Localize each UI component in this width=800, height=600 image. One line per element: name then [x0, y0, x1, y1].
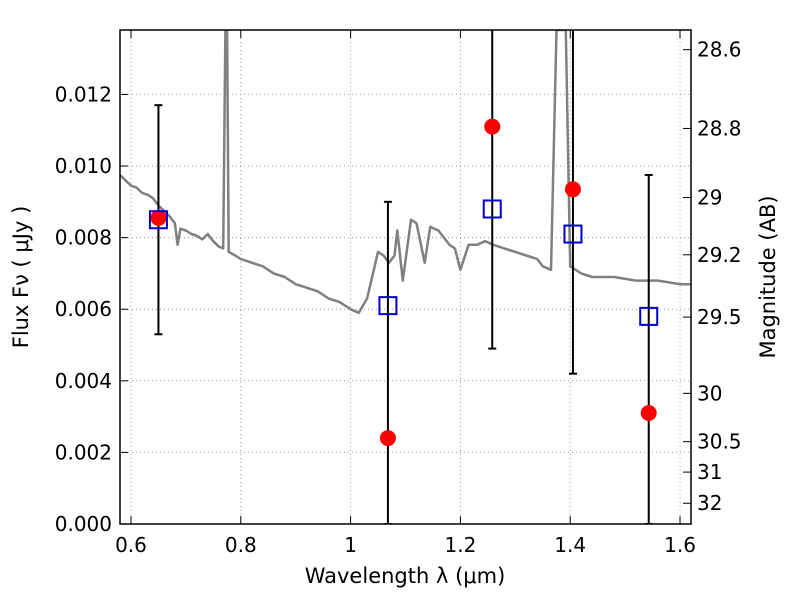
model-photometry-square	[482, 199, 502, 219]
right-tick-label: 28.6	[697, 38, 742, 62]
observed-flux-point	[150, 209, 167, 226]
right-tick-label: 31	[697, 460, 722, 484]
model-photometry-square	[639, 306, 659, 326]
y-tick-label: 0.000	[55, 512, 112, 536]
right-tick-label: 29	[697, 186, 722, 210]
observed-flux-point	[640, 405, 657, 422]
right-tick-label: 30.5	[697, 430, 742, 454]
x-tick-label: 0.8	[225, 533, 257, 557]
plot-area	[120, 30, 691, 524]
right-tick-label: 28.8	[697, 116, 742, 140]
x-tick-label: 1.6	[664, 533, 696, 557]
model-photometry-square	[378, 296, 398, 316]
y-axis-title: Flux Fν ( μJy )	[9, 206, 33, 349]
y-tick-label: 0.010	[55, 154, 112, 178]
right-tick-label: 29.5	[697, 305, 742, 329]
x-tick-label: 0.6	[115, 533, 147, 557]
model-photometry-square	[148, 210, 168, 230]
right-tick-label: 32	[697, 491, 722, 515]
y-tick-label: 0.002	[55, 440, 112, 464]
axis-ticks: 0.6 0.8 1 1.2 1.4 1.6 0.000 0.002 0.004 0.006 0.00…	[55, 30, 742, 557]
y-tick-label: 0.004	[55, 369, 112, 393]
x-axis-title: Wavelength λ (μm)	[305, 564, 506, 588]
observed-flux-point	[564, 181, 581, 198]
right-tick-label: 29.2	[697, 243, 742, 267]
x-tick-label: 1	[344, 533, 357, 557]
y-tick-label: 0.006	[55, 297, 112, 321]
observed-flux-point	[484, 118, 501, 135]
y-tick-label: 0.008	[55, 226, 112, 250]
plot-frame	[119, 29, 692, 525]
right-axis-title: Magnitude (AB)	[756, 195, 780, 358]
model-spectrum-line	[120, 30, 691, 315]
right-tick-label: 30	[697, 381, 722, 405]
plot-series	[120, 30, 691, 524]
y-tick-label: 0.012	[55, 82, 112, 106]
model-photometry-square	[563, 224, 583, 244]
observed-flux-point	[379, 430, 396, 447]
x-tick-label: 1.2	[444, 533, 476, 557]
x-tick-label: 1.4	[554, 533, 586, 557]
